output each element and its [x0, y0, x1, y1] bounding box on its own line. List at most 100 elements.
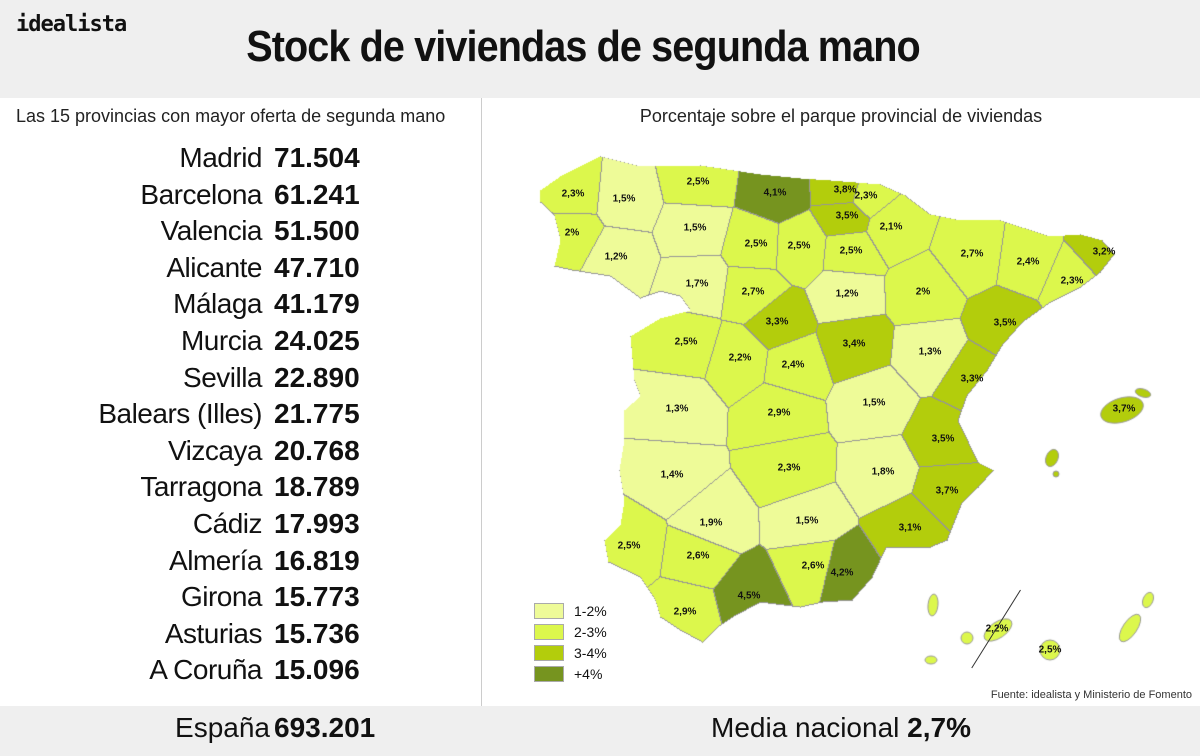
province-name: Girona [180, 581, 263, 613]
province-percent-label: 2,9% [767, 407, 791, 419]
province-percent-label: 3,4% [842, 338, 866, 350]
province-percent-label: 1,3% [665, 403, 689, 415]
average-value: 2,7% [907, 712, 971, 743]
province-percent-label: 1,5% [862, 397, 886, 409]
province-percent-label: 2% [564, 227, 580, 239]
province-value: 17.993 [274, 508, 360, 539]
ranking-row: A Coruña 15.096 [0, 654, 480, 691]
province-value: 24.025 [274, 325, 360, 356]
province-name: Sevilla [183, 361, 262, 393]
province-value: 51.500 [274, 215, 360, 247]
province-name: Murcia [180, 325, 263, 356]
ranking-row: Girona 15.773 [0, 581, 480, 618]
idealista-logo: idealista [16, 12, 127, 37]
province-percent-label: 2,5% [686, 176, 710, 188]
province-value: 21.775 [274, 398, 360, 430]
province-percent-label: 1,5% [795, 515, 819, 527]
legend-item: +4% [534, 663, 607, 684]
province-percent-label: 2,5% [617, 540, 641, 552]
province-percent-label: 2,5% [839, 245, 863, 257]
province-percent-label: 2% [915, 286, 931, 298]
province-percent-label: 3,3% [960, 373, 984, 385]
ranking-row: Cádiz 17.993 [0, 508, 480, 545]
province-percent-label: 2,5% [744, 238, 768, 250]
province-value: 20.768 [274, 434, 360, 466]
province-name: Madrid [179, 142, 262, 173]
province-percent-label: 4,2% [830, 567, 854, 579]
province-percent-label: 1,7% [685, 278, 709, 290]
legend-label: 2-3% [574, 623, 607, 640]
legend-item: 1-2% [534, 600, 607, 621]
province-percent-label: 4,1% [763, 187, 787, 199]
province-percent-label: 2,2% [728, 352, 752, 364]
legend-swatch [534, 602, 564, 619]
legend-item: 3-4% [534, 642, 607, 663]
province-percent-label: 3,1% [898, 522, 922, 534]
map-legend: 1-2% 2-3% 3-4% +4% [534, 600, 607, 684]
province-percent-label: 2,7% [741, 286, 765, 298]
divider [481, 98, 482, 756]
header [0, 0, 1200, 98]
legend-item: 2-3% [534, 621, 607, 642]
province-percent-label: 1,5% [612, 193, 636, 205]
province-name: Asturias [164, 617, 263, 649]
province-percent-label: 2,6% [801, 560, 825, 572]
legend-swatch [534, 644, 564, 661]
ranking-row: Barcelona 61.241 [0, 179, 480, 216]
province-percent-label: 2,3% [1060, 275, 1084, 287]
map-subtitle: Porcentaje sobre el parque provincial de… [639, 106, 1043, 126]
province-name: Alicante [166, 251, 262, 283]
province-percent-label: 1,9% [699, 517, 723, 529]
province-name: A Coruña [149, 654, 262, 686]
province-name: Tarragona [140, 471, 262, 503]
province-name: Vizcaya [167, 434, 263, 466]
legend-swatch [534, 623, 564, 640]
province-percent-label: 1,4% [660, 469, 684, 481]
province-percent-label: 1,3% [918, 346, 942, 358]
province-percent-label: 2,2% [985, 623, 1009, 635]
ranking-row: Almería 16.819 [0, 545, 480, 582]
province-value: 22.890 [274, 361, 360, 393]
legend-label: 3-4% [574, 644, 607, 661]
province-percent-label: 2,5% [787, 240, 811, 252]
province-value: 16.819 [274, 544, 360, 576]
ranking-row: Vizcaya 20.768 [0, 435, 480, 472]
ranking-row: Alicante 47.710 [0, 252, 480, 289]
province-percent-label: 3,5% [993, 317, 1017, 329]
province-percent-label: 3,2% [1092, 246, 1116, 258]
province-percent-label: 3,8% [833, 184, 857, 196]
ranking-row: Madrid 71.504 [0, 142, 480, 179]
province-percent-label: 3,3% [765, 316, 789, 328]
spain-province-map [520, 140, 1200, 700]
total-value: 693.201 [274, 712, 376, 743]
ranking-row: Málaga 41.179 [0, 288, 480, 325]
province-value: 71.504 [274, 142, 360, 173]
legend-swatch [534, 665, 564, 682]
province-percent-label: 2,4% [1016, 256, 1040, 268]
province-percent-label: 1,2% [604, 251, 628, 263]
province-percent-label: 1,5% [683, 222, 707, 234]
province-percent-label: 2,5% [1038, 644, 1062, 656]
province-percent-label: 4,5% [737, 590, 761, 602]
province-value: 15.736 [274, 617, 360, 649]
province-value: 61.241 [274, 178, 360, 210]
province-percent-label: 3,5% [931, 433, 955, 445]
province-percent-label: 2,4% [781, 359, 805, 371]
province-name: Barcelona [140, 178, 262, 210]
source-note: Fuente: idealista y Ministerio de Foment… [990, 689, 1192, 701]
ranking-subtitle: Las 15 provincias con mayor oferta de se… [16, 106, 446, 126]
province-percent-label: 2,3% [854, 190, 878, 202]
legend-label: 1-2% [574, 602, 607, 619]
province-percent-label: 3,7% [1112, 403, 1136, 415]
province-percent-label: 2,1% [879, 221, 903, 233]
province-percent-label: 3,7% [935, 485, 959, 497]
average-label: Media nacional [711, 712, 900, 743]
province-value: 41.179 [274, 288, 360, 320]
footer-band [0, 706, 1200, 756]
province-percent-label: 3,5% [835, 210, 859, 222]
ranking-row: Valencia 51.500 [0, 215, 480, 252]
ranking-row: Balears (Illes) 21.775 [0, 398, 480, 435]
province-name: Valencia [160, 215, 263, 247]
ranking-row: Asturias 15.736 [0, 618, 480, 655]
legend-label: +4% [574, 665, 603, 682]
